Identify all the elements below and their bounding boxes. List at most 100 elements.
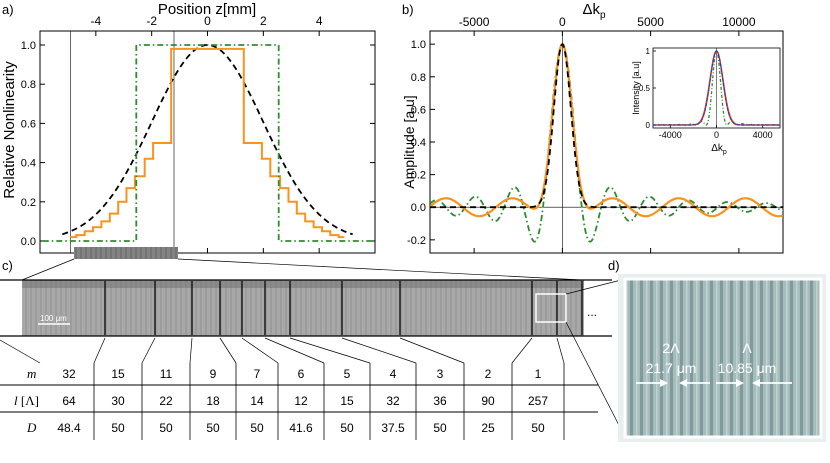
table-cell-m: 9 [210, 367, 217, 381]
row-label-m-main: m [27, 366, 36, 381]
chart-b-xtick-label: 0 [559, 15, 566, 29]
table-cell-D: 50 [111, 421, 125, 435]
micrograph: 100 μm ... [0, 279, 612, 337]
chart-b-ytick-label: 1.0 [411, 39, 426, 51]
table-cell-m: 32 [62, 367, 76, 381]
chart-b-ytick-label: 0.2 [411, 170, 426, 182]
zoom-line-right [177, 258, 583, 281]
table-connector [93, 337, 106, 364]
mini-strip-texture [74, 247, 178, 259]
table-connector [219, 337, 237, 364]
table-cells: 32 15 11 9 7 6 5 4 3 2 164 30 22 18 14 12 15 32 36 90 25748.… [57, 367, 548, 435]
table-cell-D: 37.5 [381, 421, 405, 435]
inset-ylabel: Intensity [a.u] [631, 61, 641, 115]
chart-b-xtick-label: 5000 [637, 15, 664, 29]
mini-grating-strip [74, 247, 178, 259]
chart-a-xtick-label: -4 [90, 14, 101, 28]
micrograph-section-boundaries [104, 281, 583, 335]
chart-a-ytick-label: 0.2 [21, 197, 36, 209]
chart-a-xtick-label: 0 [204, 14, 211, 28]
chart-b-series [430, 31, 783, 253]
chart-b-series-green [430, 43, 783, 243]
table-connector [189, 337, 193, 364]
chart-a-ytick-label: 0.6 [21, 118, 36, 130]
micrograph-texture [22, 280, 584, 336]
inset-series [653, 48, 780, 128]
inset-xlabel-main: Δk [711, 143, 724, 154]
chart-a-ytick-label: 0.0 [21, 236, 36, 248]
table-cell-D: 50 [531, 421, 545, 435]
row-label-m: m [27, 366, 36, 381]
chart-a-series-stepped-profile [70, 47, 345, 239]
zoom-line-d-top [565, 278, 626, 295]
panel-c-label: c) [2, 258, 13, 273]
inset-ytick-label: 1 [646, 47, 651, 56]
table-cell-D: 50 [433, 421, 447, 435]
table-dividers [0, 337, 565, 440]
table-cell-m: 3 [437, 367, 444, 381]
table-cell-m: 15 [111, 367, 125, 381]
table-cell-m: 6 [298, 367, 305, 381]
micrograph-ellipsis: ... [587, 305, 597, 319]
chart-b: -5000 0 5000 10000 -0.2 0.0 0.2 0.4 0.6 0.8 1.0 Δk… [401, 1, 784, 254]
table-cell-l: 32 [386, 394, 400, 408]
chart-a-ytick-label: 0.4 [21, 158, 36, 170]
chart-a-ytick-label: 0.8 [21, 79, 36, 91]
chart-b-ytick-label: 0.4 [411, 137, 426, 149]
chart-b-series-black [430, 42, 783, 209]
chart-a-xtick-label: -2 [146, 14, 157, 28]
zoom-right-value: 10.85 μm [718, 360, 777, 376]
table-cell-l: 14 [250, 394, 264, 408]
zoom-panel: 2Λ 21.7 μm Λ 10.85 μm [618, 274, 826, 442]
chart-a-ytick-label: 1.0 [21, 40, 36, 52]
chart-a-xtick-label: 2 [260, 14, 267, 28]
chart-b-series-orange [430, 42, 783, 218]
inset-ytick-label: 0.5 [639, 84, 651, 93]
table-cell-l: 90 [481, 394, 495, 408]
period-table: 32 15 11 9 7 6 5 4 3 2 164 30 22 18 14 12 15 32 36 90 25748.… [0, 337, 598, 440]
table-connector [264, 337, 325, 364]
table-connector [556, 337, 565, 364]
zoom-right-symbol: Λ [742, 340, 752, 356]
chart-b-ytick-label: 0.0 [411, 202, 426, 214]
inset-xtick-label: -4000 [659, 130, 682, 140]
table-cell-D: 50 [340, 421, 354, 435]
table-cell-D: 41.6 [289, 421, 313, 435]
table-cell-l: 30 [111, 394, 125, 408]
chart-b-xtick-label: -5000 [459, 15, 490, 29]
scalebar-label: 100 μm [40, 314, 67, 323]
table-connector [511, 337, 533, 364]
chart-b-xtick-label: 10000 [722, 15, 756, 29]
chart-a-xlabel: Position z[mm] [158, 1, 256, 18]
table-cell-D: 50 [159, 421, 173, 435]
chart-a: -4 -2 0 2 4 0.0 0.2 0.4 0.6 0.8 1.0 Position z[mm]… [1, 1, 376, 254]
zoom-left-arrows [636, 379, 710, 387]
chart-b-ylabel: Amplitude [a.u] [401, 95, 417, 188]
table-cell-m: 1 [535, 367, 542, 381]
chart-a-xtick-label: 4 [316, 14, 323, 28]
zoom-line-d-bottom [565, 321, 626, 438]
chart-b-xlabel-main: Δk [582, 1, 600, 18]
zoom-right-arrows [716, 379, 792, 387]
zoom-panel-border [623, 277, 823, 439]
inset-xlabel: Δkp [711, 143, 727, 156]
zoom-left-value: 21.7 μm [646, 360, 697, 376]
micrograph-top-edge [22, 280, 584, 288]
table-cell-m: 7 [254, 367, 261, 381]
table-cell-m: 5 [344, 367, 351, 381]
inset-series-blue [653, 50, 780, 126]
table-connector [141, 337, 156, 364]
table-cell-l: 36 [433, 394, 447, 408]
inset-ytick-label: 0 [646, 121, 651, 130]
table-cell-m: 2 [485, 367, 492, 381]
panel-d-label: d) [608, 258, 620, 273]
chart-b-ytick-label: 0.8 [411, 72, 426, 84]
chart-b-xlabel-sub: p [600, 10, 606, 21]
table-cell-D: 50 [206, 421, 220, 435]
row-label-D: D [26, 420, 37, 435]
chart-b-ytick-label: 0.6 [411, 104, 426, 116]
inset-xtick-label: 4000 [753, 130, 773, 140]
row-label-D-main: D [26, 420, 37, 435]
zoom-line-left [21, 258, 75, 281]
